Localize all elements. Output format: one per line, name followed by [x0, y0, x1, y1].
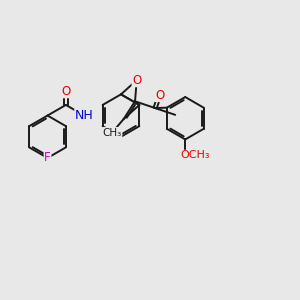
Text: F: F: [44, 152, 51, 164]
Text: O: O: [61, 85, 70, 98]
Text: NH: NH: [75, 109, 94, 122]
Text: OCH₃: OCH₃: [180, 150, 209, 160]
Text: O: O: [132, 74, 141, 87]
Text: CH₃: CH₃: [103, 128, 122, 138]
Text: O: O: [155, 88, 164, 101]
